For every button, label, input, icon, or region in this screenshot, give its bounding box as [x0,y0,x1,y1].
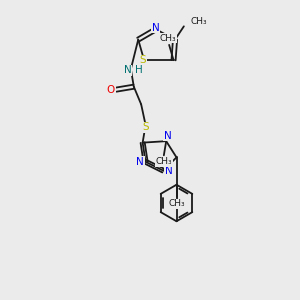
Text: N: N [165,166,172,176]
Text: N: N [124,65,132,76]
Text: CH₃: CH₃ [168,199,185,208]
Text: S: S [142,122,149,132]
Text: N: N [136,157,144,167]
Text: S: S [139,55,146,65]
Text: O: O [107,85,115,94]
Text: N: N [152,23,160,33]
Text: CH₃: CH₃ [159,34,176,43]
Text: N: N [164,131,172,141]
Text: CH₃: CH₃ [190,17,207,26]
Text: CH₃: CH₃ [155,157,172,166]
Text: H: H [135,65,143,76]
